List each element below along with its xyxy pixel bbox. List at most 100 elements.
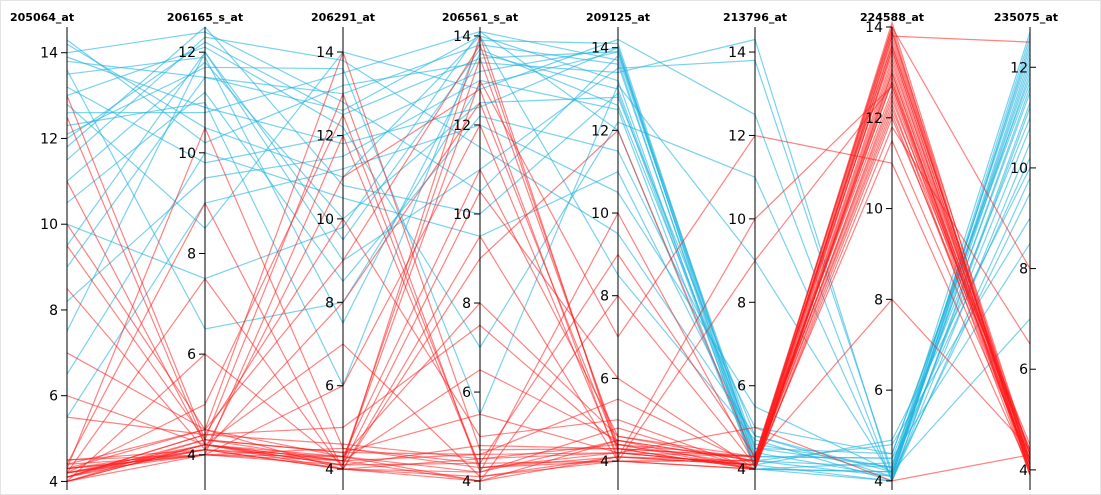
tick-label: 8 [600, 289, 609, 305]
axis-title: 213796_at [723, 11, 787, 24]
tick-label: 14 [591, 41, 609, 57]
axis-title: 205064_at [10, 11, 74, 24]
tick-label: 10 [453, 207, 471, 223]
tick-label: 12 [316, 128, 334, 144]
tick-label: 4 [1019, 463, 1028, 479]
tick-label: 4 [187, 448, 196, 464]
tick-label: 6 [462, 385, 471, 401]
tick-label: 14 [865, 20, 883, 36]
tick-label: 14 [40, 46, 58, 62]
series-line-class_b-48 [66, 50, 1031, 470]
series-line-class_b-47 [66, 88, 1031, 466]
tick-label: 12 [178, 45, 196, 61]
tick-label: 8 [49, 303, 58, 319]
tick-label: 14 [316, 45, 334, 61]
series-line-class_a-10 [66, 38, 1031, 483]
series-line-class_b-44 [66, 56, 1031, 471]
tick-label: 10 [178, 146, 196, 162]
series-line-class_b-53 [66, 253, 1031, 466]
series-line-class_b-57 [66, 111, 1031, 482]
axis-206165_s_at: 206165_s_at 4 6 8 10 12 [167, 11, 243, 490]
series-line-class_b-59 [66, 84, 1031, 471]
axis-title: 224588_at [860, 11, 924, 24]
axis-title: 209125_at [586, 11, 650, 24]
series-line-class_a-18 [66, 38, 1031, 479]
series-line-class_b-46 [66, 35, 1031, 478]
axis-209125_at: 209125_at 4 6 8 10 12 14 [586, 11, 650, 490]
tick-label: 12 [728, 128, 746, 144]
series-line-class_a-21 [66, 31, 1031, 468]
tick-label: 10 [40, 217, 58, 233]
series-line-class_a-11 [66, 52, 1031, 468]
series-line-class_b-54 [66, 79, 1031, 478]
tick-label: 10 [316, 212, 334, 228]
tick-label: 8 [462, 296, 471, 312]
series-line-class_b-50 [66, 29, 1031, 466]
axis-206291_at: 206291_at 4 6 8 10 12 14 [311, 11, 375, 490]
tick-label: 12 [40, 131, 58, 147]
series-line-class_a-16 [66, 39, 1031, 459]
series-line-class_b-32 [66, 116, 1031, 478]
series-line-class_b-40 [66, 125, 1031, 470]
series-line-class_b-51 [66, 102, 1031, 476]
tick-label: 8 [874, 292, 883, 308]
series-line-class_b-29 [66, 61, 1031, 473]
tick-label: 4 [462, 474, 471, 490]
tick-label: 6 [187, 347, 196, 363]
axis-213796_at: 213796_at 4 6 8 10 12 14 [723, 11, 787, 490]
axis-235075_at: 235075_at 4 6 8 10 12 [994, 11, 1058, 490]
series-line-class_a-7 [66, 77, 1031, 455]
series-line-class_b-45 [66, 97, 1031, 474]
series-line-class_a-13 [66, 36, 1031, 478]
axis-206561_s_at: 206561_s_at 4 6 8 10 12 14 [442, 11, 518, 490]
tick-label: 6 [1019, 362, 1028, 378]
tick-label: 14 [453, 29, 471, 45]
tick-label: 6 [737, 379, 746, 395]
tick-label: 12 [591, 123, 609, 139]
tick-label: 8 [737, 295, 746, 311]
tick-label: 4 [737, 462, 746, 478]
series-line-class_a-1 [66, 41, 1031, 468]
tick-label: 12 [865, 111, 883, 127]
tick-label: 4 [325, 462, 334, 478]
axis-title: 235075_at [994, 11, 1058, 24]
series-line-class_b-26 [66, 34, 1031, 482]
tick-label: 6 [600, 371, 609, 387]
series-line-class_b-52 [66, 47, 1031, 474]
axis-title: 206165_s_at [167, 11, 243, 24]
axis-224588_at: 224588_at 4 6 8 10 12 14 [860, 11, 924, 490]
tick-label: 4 [600, 454, 609, 470]
series-lines [66, 20, 1031, 483]
tick-label: 10 [591, 206, 609, 222]
series-line-class_b-43 [66, 33, 1031, 482]
series-line-class_b-37 [66, 20, 1031, 474]
axes: 205064_at468101214206165_s_at46810122062… [10, 11, 1058, 490]
tick-label: 8 [325, 295, 334, 311]
series-line-class_a-2 [66, 35, 1031, 482]
series-line-class_b-55 [66, 25, 1031, 482]
series-line-class_b-49 [66, 78, 1031, 482]
series-line-class_a-19 [66, 26, 1031, 466]
series-line-class_a-12 [66, 52, 1031, 462]
tick-label: 10 [865, 202, 883, 218]
series-line-class_a-15 [66, 46, 1031, 483]
series-line-class_b-56 [66, 43, 1031, 470]
series-line-class_a-17 [66, 87, 1031, 473]
series-line-class_a-6 [66, 30, 1031, 482]
series-line-class_a-20 [66, 35, 1031, 482]
series-line-class_b-30 [66, 93, 1031, 474]
tick-label: 6 [325, 379, 334, 395]
tick-label: 10 [1010, 161, 1028, 177]
axis-205064_at: 205064_at 4 6 8 10 12 14 [10, 11, 74, 490]
tick-label: 8 [1019, 262, 1028, 278]
axis-title: 206561_s_at [442, 11, 518, 24]
tick-label: 6 [49, 389, 58, 405]
tick-label: 6 [874, 383, 883, 399]
series-line-class_b-42 [66, 75, 1031, 482]
tick-label: 10 [728, 212, 746, 228]
axis-title: 206291_at [311, 11, 375, 24]
tick-label: 4 [49, 474, 58, 490]
series-line-class_b-58 [66, 43, 1031, 474]
tick-label: 8 [187, 246, 196, 262]
